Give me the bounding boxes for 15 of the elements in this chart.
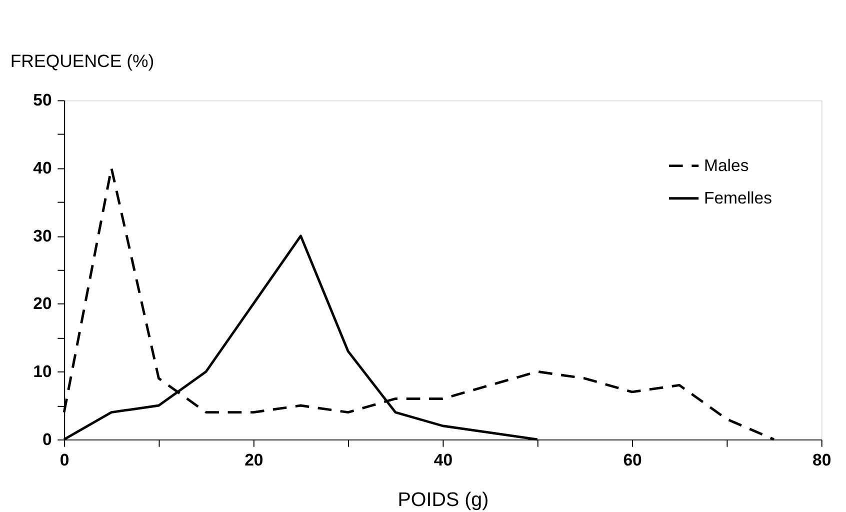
x-tick-label: 60: [623, 450, 642, 470]
y-tick-label: 20: [33, 294, 52, 314]
y-tick-label: 30: [33, 226, 52, 246]
legend-label: Males: [704, 156, 749, 175]
y-tick-label: 10: [33, 362, 52, 382]
y-tick-label: 50: [33, 90, 52, 110]
y-tick-label: 40: [33, 158, 52, 178]
x-axis-title: POIDS (g): [398, 488, 489, 511]
y-tick-label: 0: [42, 430, 52, 449]
x-tick-label: 80: [812, 450, 832, 470]
x-tick-label: 20: [244, 450, 264, 470]
x-tick-label: 0: [60, 450, 70, 470]
y-axis-title: FREQUENCE (%): [10, 51, 154, 72]
x-tick-label: 40: [434, 450, 453, 470]
legend-label: Femelles: [704, 188, 772, 208]
